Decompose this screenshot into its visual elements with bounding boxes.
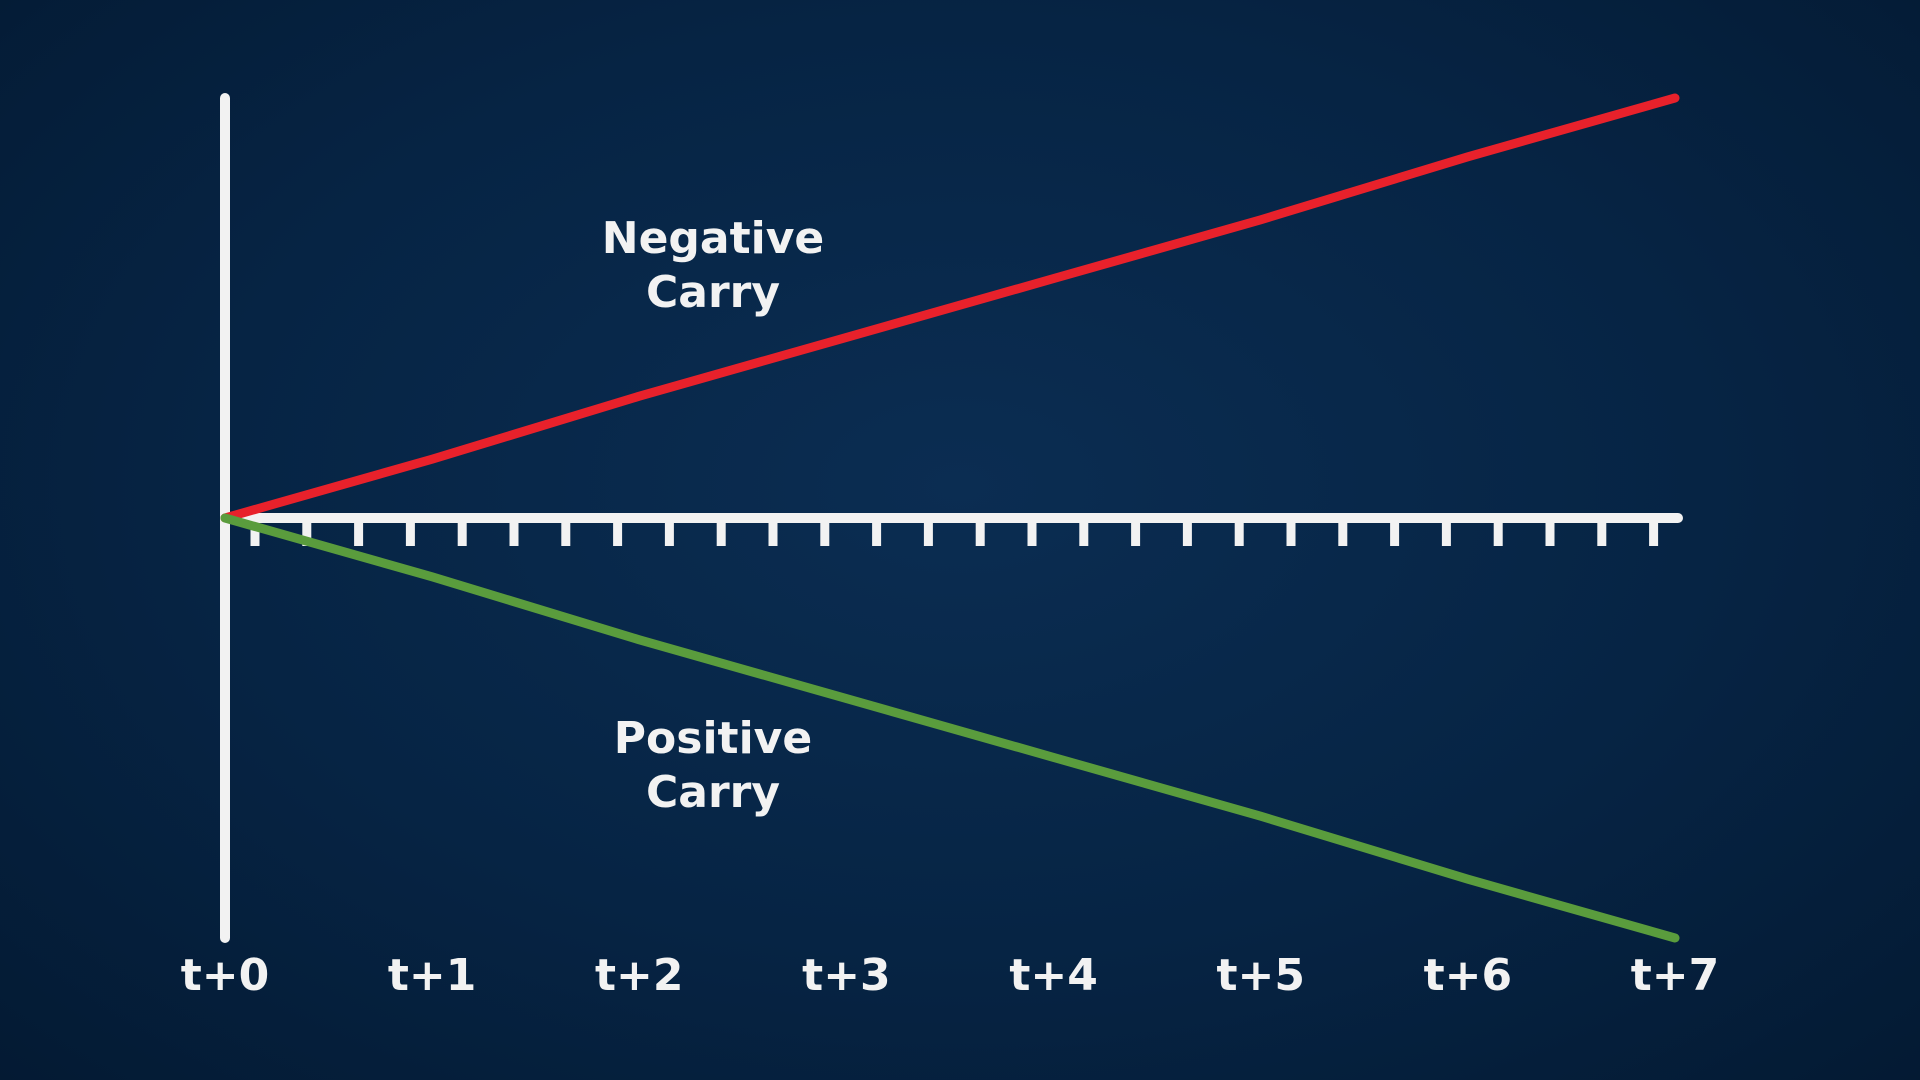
x-tick-label: t+3 (802, 950, 891, 1001)
series-label: Negative Carry (601, 213, 825, 318)
x-tick-label: t+2 (595, 950, 684, 1001)
x-tick-label: t+5 (1216, 950, 1305, 1001)
x-tick-label: t+1 (388, 950, 477, 1001)
x-tick-label: t+4 (1009, 950, 1098, 1001)
series-label: Positive Carry (613, 713, 813, 818)
series-line (220, 513, 1680, 943)
x-tick-label: t+7 (1631, 950, 1720, 1001)
x-tick-label: t+6 (1424, 950, 1513, 1001)
x-tick-label: t+0 (181, 950, 270, 1001)
series-line (220, 93, 1680, 523)
